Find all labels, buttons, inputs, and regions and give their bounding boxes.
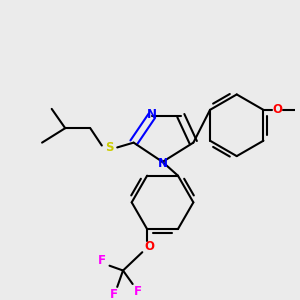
Text: F: F — [110, 288, 117, 300]
Text: F: F — [98, 254, 106, 267]
Text: O: O — [272, 103, 282, 116]
Text: N: N — [158, 157, 167, 170]
Text: S: S — [105, 141, 114, 154]
Text: O: O — [144, 240, 154, 253]
Text: F: F — [134, 285, 142, 298]
Text: N: N — [147, 108, 157, 121]
